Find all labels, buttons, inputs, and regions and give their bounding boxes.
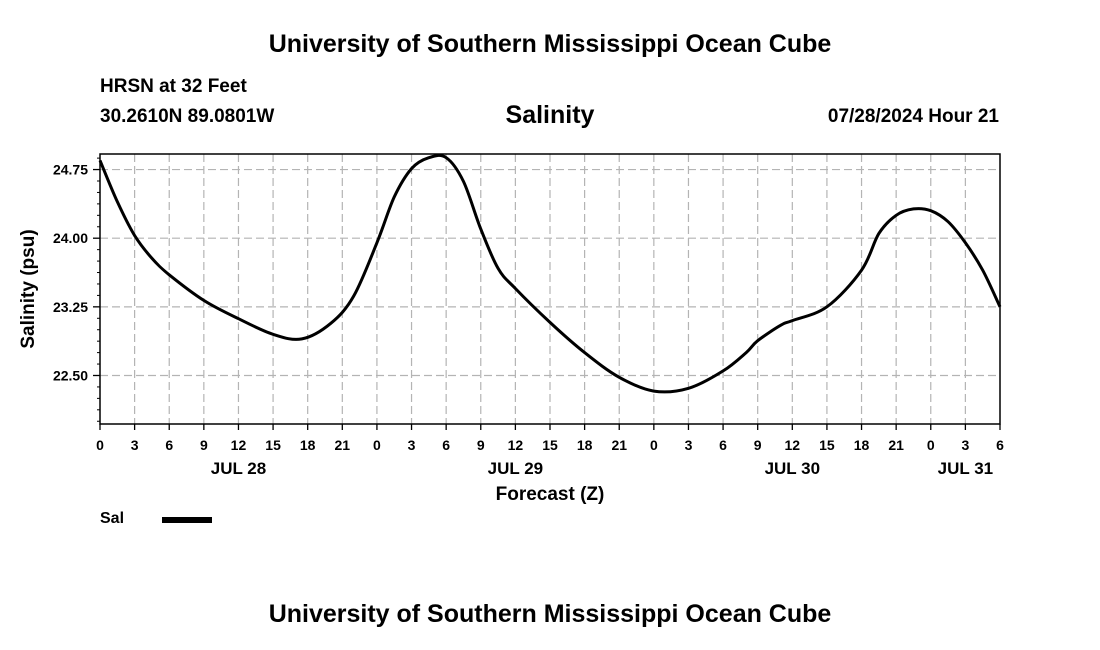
y-tick-label-1: 23.25	[53, 299, 88, 315]
station-label: HRSN at 32 Feet	[100, 76, 247, 97]
series-line-sal	[98, 153, 1002, 394]
x-tick-label-16: 0	[650, 437, 658, 453]
x-tick-label-17: 3	[685, 437, 693, 453]
y-axis-label: Salinity (psu)	[18, 229, 39, 348]
x-tick-label-14: 18	[577, 437, 593, 453]
y-tick-label-3: 24.75	[53, 162, 88, 178]
y-tick-label-0: 22.50	[53, 367, 88, 383]
date-label-3: JUL 31	[938, 459, 993, 478]
x-tick-label-2: 6	[165, 437, 173, 453]
x-tick-label-19: 9	[754, 437, 762, 453]
x-tick-label-23: 21	[888, 437, 904, 453]
date-label-1: JUL 29	[488, 459, 543, 478]
x-tick-label-5: 15	[265, 437, 281, 453]
x-tick-label-9: 3	[408, 437, 416, 453]
legend-label: Sal	[100, 510, 125, 527]
x-tick-label-26: 6	[996, 437, 1004, 453]
x-tick-label-25: 3	[961, 437, 969, 453]
x-tick-label-24: 0	[927, 437, 935, 453]
x-tick-label-8: 0	[373, 437, 381, 453]
y-tick-label-2: 24.00	[53, 230, 88, 246]
footer-title: University of Southern Mississippi Ocean…	[268, 600, 832, 628]
x-tick-label-21: 15	[819, 437, 835, 453]
chart-title: Salinity	[505, 101, 595, 129]
station-coordinates: 30.2610N 89.0801W	[100, 106, 275, 127]
x-tick-label-0: 0	[96, 437, 104, 453]
x-tick-label-6: 18	[300, 437, 316, 453]
x-tick-label-22: 18	[854, 437, 870, 453]
forecast-timestamp: 07/28/2024 Hour 21	[827, 106, 999, 127]
x-axis-label: Forecast (Z)	[496, 484, 605, 505]
x-tick-label-15: 21	[611, 437, 627, 453]
x-tick-label-18: 6	[719, 437, 727, 453]
x-tick-label-11: 9	[477, 437, 485, 453]
x-tick-label-13: 15	[542, 437, 558, 453]
x-tick-label-4: 12	[231, 437, 247, 453]
x-tick-label-20: 12	[785, 437, 801, 453]
x-tick-label-1: 3	[131, 437, 139, 453]
date-label-2: JUL 30	[765, 459, 820, 478]
x-tick-label-12: 12	[508, 437, 524, 453]
legend-line-swatch	[162, 517, 212, 523]
x-tick-label-7: 21	[335, 437, 351, 453]
x-tick-label-10: 6	[442, 437, 450, 453]
x-tick-label-3: 9	[200, 437, 208, 453]
date-label-0: JUL 28	[211, 459, 266, 478]
chart-header-title: University of Southern Mississippi Ocean…	[268, 30, 832, 58]
plot-frame	[99, 153, 1001, 425]
